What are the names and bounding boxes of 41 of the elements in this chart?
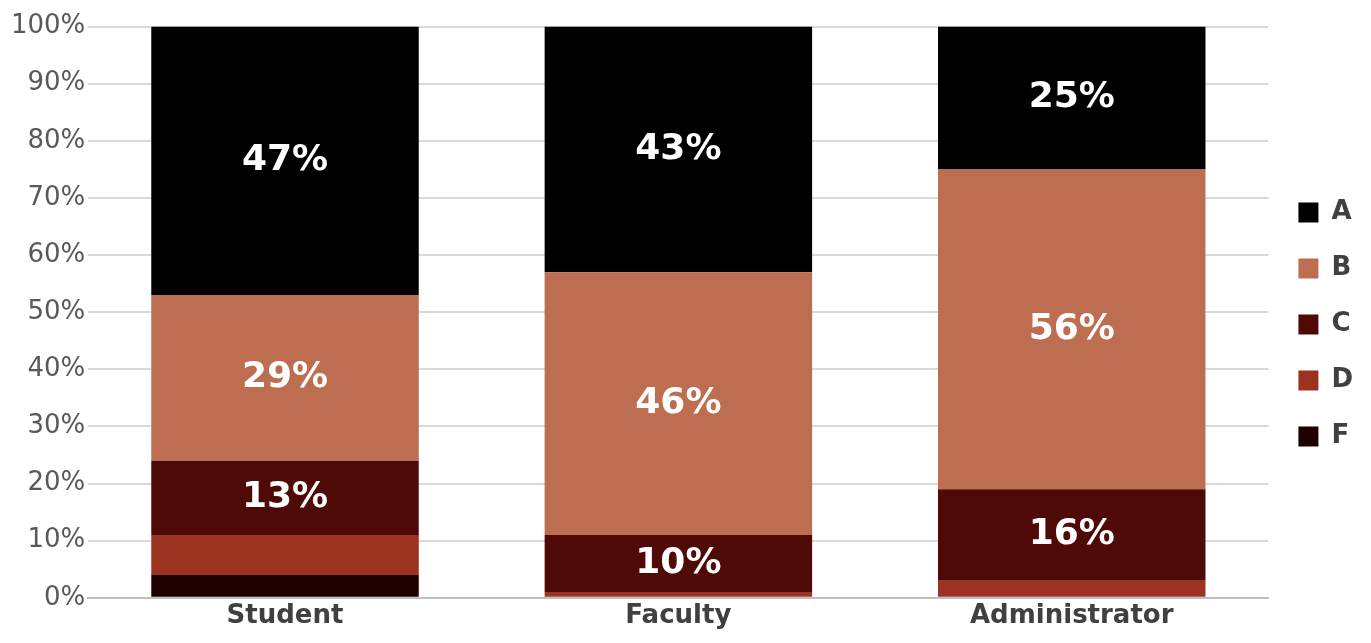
- y-tick-label: 80%: [27, 123, 86, 154]
- data-label: 46%: [635, 379, 722, 421]
- y-tick-label: 100%: [10, 9, 86, 40]
- bar: [151, 534, 419, 575]
- bar: [937, 580, 1206, 597]
- legend-label: C: [1331, 307, 1351, 338]
- y-tick-label: 40%: [27, 352, 86, 383]
- data-label: 25%: [1028, 74, 1115, 116]
- x-tick-label: Faculty: [625, 599, 732, 630]
- legend-label: D: [1331, 363, 1354, 394]
- legend-label: B: [1331, 251, 1352, 282]
- bar: [151, 574, 419, 597]
- data-label: 10%: [635, 539, 722, 581]
- y-tick-label: 90%: [27, 66, 86, 97]
- y-tick-label: 50%: [27, 294, 86, 325]
- data-label: 43%: [635, 125, 722, 167]
- data-label: 16%: [1028, 511, 1115, 553]
- data-label: 56%: [1028, 305, 1115, 347]
- bar: [937, 169, 1206, 490]
- legend-label: A: [1331, 195, 1352, 226]
- y-tick-label: 10%: [27, 523, 86, 554]
- bar: [937, 26, 1206, 170]
- bar: [544, 534, 813, 593]
- bar: [544, 272, 813, 535]
- bar: [937, 489, 1206, 581]
- data-label: 47%: [241, 137, 329, 179]
- bar: [151, 295, 419, 461]
- x-tick-label: Administrator: [969, 599, 1174, 630]
- bar: [151, 26, 419, 296]
- bar: [151, 460, 419, 535]
- y-tick-label: 70%: [27, 180, 86, 211]
- y-tick-label: 0%: [44, 580, 86, 611]
- bar: [544, 26, 813, 273]
- y-tick-label: 20%: [27, 466, 86, 497]
- x-tick-label: Student: [226, 599, 344, 630]
- y-tick-label: 60%: [27, 237, 86, 268]
- legend-label: F: [1331, 419, 1350, 450]
- y-tick-label: 30%: [27, 409, 86, 440]
- bar: [544, 592, 813, 597]
- data-label: 13%: [241, 474, 329, 516]
- data-label: 29%: [241, 354, 329, 396]
